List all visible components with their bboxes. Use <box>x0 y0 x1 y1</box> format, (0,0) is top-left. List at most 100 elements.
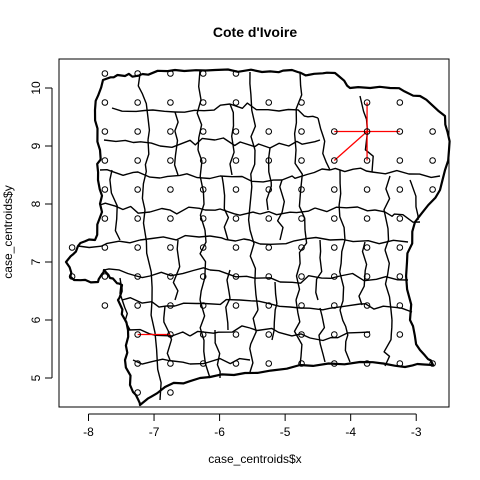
centroid-point <box>167 99 174 106</box>
district-border <box>247 149 256 231</box>
x-tick-label: -7 <box>149 425 160 439</box>
centroid-point <box>363 273 371 280</box>
centroid-point <box>199 244 207 251</box>
district-border <box>214 137 271 149</box>
centroid-point <box>199 186 207 193</box>
centroid-point <box>396 244 404 251</box>
district-border <box>339 272 409 282</box>
link-line <box>333 131 368 161</box>
centroid-point <box>101 128 109 135</box>
centroid-point <box>429 157 436 164</box>
centroid-point <box>330 244 338 251</box>
district-border <box>197 149 206 231</box>
centroid-point <box>101 157 109 164</box>
x-tick-label: -6 <box>214 425 225 439</box>
district-border <box>338 169 346 241</box>
centroid-point <box>134 215 141 222</box>
centroid-point <box>232 157 240 164</box>
centroid-point <box>68 244 76 251</box>
centroid-point <box>199 70 207 77</box>
district-border <box>103 268 151 279</box>
centroid-point <box>134 331 141 338</box>
district-border <box>119 277 131 331</box>
chart-title: Cote d'Ivoire <box>213 24 297 40</box>
district-border <box>189 357 251 365</box>
district-border <box>132 358 191 365</box>
centroid-point <box>167 273 174 280</box>
centroid-point <box>167 157 174 164</box>
centroid-point <box>396 99 404 106</box>
x-tick-label: -8 <box>83 425 94 439</box>
centroid-point <box>134 70 141 77</box>
centroid-point <box>396 128 404 135</box>
centroid-point <box>134 389 141 396</box>
centroid-point <box>232 70 240 77</box>
district-border <box>249 229 259 311</box>
district-border <box>209 235 261 245</box>
district-border <box>142 209 153 301</box>
centroid-point <box>265 128 273 135</box>
centroid-point <box>265 157 273 164</box>
centroid-point <box>363 157 371 164</box>
district-border <box>358 241 368 306</box>
centroid-point <box>363 128 371 135</box>
centroid-point <box>167 215 174 222</box>
y-tick-label: 6 <box>29 316 43 323</box>
centroid-point <box>101 186 109 193</box>
centroid-point <box>363 302 371 309</box>
centroid-point <box>167 331 174 338</box>
centroid-point <box>232 331 240 338</box>
centroid-point <box>363 99 371 106</box>
centroid-point <box>199 157 207 164</box>
centroid-point <box>298 186 305 193</box>
x-axis: -8 -7 -6 -5 -4 -3 <box>83 413 422 439</box>
centroid-point <box>265 360 273 367</box>
centroid-point <box>298 128 305 135</box>
district-border <box>299 303 361 311</box>
centroid-point <box>265 99 273 106</box>
centroid-point <box>396 302 404 309</box>
centroid-point <box>429 360 436 367</box>
centroid-point <box>101 244 109 251</box>
centroid-point <box>298 331 305 338</box>
centroid-point <box>298 215 305 222</box>
centroid-point <box>134 157 141 164</box>
centroid-point <box>101 70 109 77</box>
district-border <box>249 71 257 151</box>
district-border <box>150 299 162 401</box>
district-border <box>295 229 308 301</box>
district-border <box>174 103 231 113</box>
centroid-point <box>298 157 305 164</box>
y-tick-label: 5 <box>29 374 43 381</box>
centroid-point <box>167 186 174 193</box>
district-border <box>229 102 286 112</box>
district-border <box>141 139 150 211</box>
district-border <box>99 202 151 214</box>
y-tick-label: 7 <box>29 258 43 265</box>
y-axis-label: case_centroids$y <box>1 185 15 278</box>
country-outline <box>64 68 451 407</box>
centroid-point <box>232 186 240 193</box>
region-boundaries <box>64 68 451 407</box>
district-border <box>214 329 221 379</box>
centroid-point <box>101 302 109 309</box>
district-border <box>189 325 251 337</box>
centroid-point <box>167 244 174 251</box>
centroid-point <box>298 244 305 251</box>
centroid-point <box>199 273 207 280</box>
district-border <box>371 169 441 179</box>
y-axis: 5 6 7 8 9 10 <box>29 81 53 381</box>
centroid-point <box>167 128 174 135</box>
centroid-point <box>396 360 404 367</box>
centroid-point <box>429 128 436 135</box>
neighbour-links <box>137 102 400 336</box>
centroid-point <box>396 215 404 222</box>
district-border <box>259 236 331 246</box>
centroid-point <box>167 70 174 77</box>
centroid-point <box>101 215 109 222</box>
district-border <box>163 305 173 361</box>
centroid-point <box>232 128 240 135</box>
centroid-points <box>68 70 436 396</box>
district-border <box>249 327 311 339</box>
centroid-point <box>330 302 338 309</box>
